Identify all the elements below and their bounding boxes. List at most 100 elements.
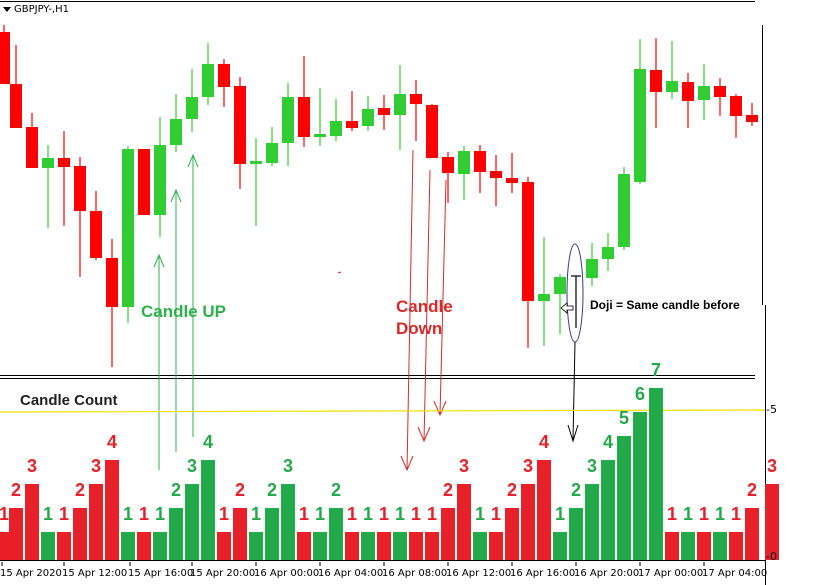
count-label: 1 — [298, 504, 310, 524]
candle-body — [538, 294, 550, 301]
count-bar — [441, 508, 455, 560]
count-label: 3 — [186, 456, 198, 476]
count-bar — [729, 532, 743, 560]
x-axis-label: 16 Apr 16:00 — [510, 568, 576, 579]
candle-body — [106, 258, 118, 307]
x-axis-label: 17 Apr 00:00 — [638, 568, 704, 579]
x-axis-label: 15 Apr 16:00 — [128, 568, 194, 579]
candle-body — [122, 149, 134, 307]
count-label: 1 — [138, 504, 150, 524]
candle-body — [458, 151, 470, 174]
up-arrow-head-icon — [187, 153, 199, 168]
candle-body — [522, 182, 534, 301]
count-bar — [425, 532, 439, 560]
count-label: 5 — [618, 408, 630, 428]
candle-body — [26, 127, 38, 168]
count-bar — [121, 532, 135, 560]
count-label: 3 — [522, 456, 534, 476]
candle-down-annotation-1: Candle — [396, 297, 453, 316]
candle-body — [410, 94, 422, 104]
count-label: 1 — [474, 504, 486, 524]
down-arrow-head-icon — [417, 426, 431, 443]
candle-body — [650, 70, 662, 92]
count-bar — [169, 508, 183, 560]
candle-body — [74, 166, 86, 211]
doji-pointer-line — [572, 341, 576, 441]
count-bar — [665, 532, 679, 560]
count-bar — [41, 532, 55, 560]
left-arrow-icon — [560, 302, 574, 314]
count-bar — [265, 508, 279, 560]
x-axis-label: 15 Apr 2020 — [0, 568, 62, 579]
candle-body — [730, 96, 742, 116]
candle-body — [234, 86, 246, 164]
count-label: 6 — [634, 384, 646, 404]
count-label: 1 — [250, 504, 262, 524]
count-label: 1 — [346, 504, 358, 524]
count-label: 3 — [458, 456, 470, 476]
count-bar — [505, 508, 519, 560]
count-bar — [217, 532, 231, 560]
count-bar — [361, 532, 375, 560]
count-label: 7 — [650, 360, 662, 380]
count-bar — [617, 436, 631, 560]
count-bar — [473, 532, 487, 560]
candle-body — [330, 121, 342, 136]
candle-body — [42, 158, 54, 168]
count-bar — [185, 484, 199, 560]
x-axis-label: 15 Apr 12:00 — [62, 568, 128, 579]
count-bar — [553, 532, 567, 560]
count-label: 2 — [442, 480, 454, 500]
count-label: 4 — [538, 432, 550, 452]
candle-body — [90, 211, 102, 258]
count-bar — [0, 532, 11, 560]
count-label: 1 — [554, 504, 566, 524]
count-label: 1 — [426, 504, 438, 524]
candle-body — [170, 119, 182, 145]
count-label: 1 — [218, 504, 230, 524]
count-label: 1 — [378, 504, 390, 524]
count-bar — [233, 508, 247, 560]
candle-body — [282, 97, 294, 143]
count-bar — [73, 508, 87, 560]
candle-body — [378, 108, 390, 115]
count-label: 3 — [586, 456, 598, 476]
count-bar — [393, 532, 407, 560]
count-bar — [9, 508, 23, 560]
count-label: 1 — [410, 504, 422, 524]
dropdown-triangle-icon[interactable] — [3, 7, 11, 12]
count-bar — [297, 532, 311, 560]
count-label: 1 — [42, 504, 54, 524]
count-bar — [281, 484, 295, 560]
candle-body — [554, 277, 566, 294]
candle-body — [442, 157, 454, 173]
doji-ellipse — [566, 243, 584, 343]
count-label: 1 — [58, 504, 70, 524]
count-label: 2 — [506, 480, 518, 500]
candle-body — [682, 82, 694, 101]
candle-body — [586, 259, 598, 278]
count-bar — [313, 532, 327, 560]
candle-body — [186, 97, 198, 119]
candle-body — [202, 64, 214, 97]
candle-body — [490, 171, 502, 178]
count-label: 2 — [74, 480, 86, 500]
count-bar — [457, 484, 471, 560]
count-label: 2 — [10, 480, 22, 500]
count-label: 1 — [666, 504, 678, 524]
count-bar — [765, 484, 779, 560]
up-arrow-head-icon — [170, 188, 182, 203]
candle-body — [250, 161, 262, 164]
level-line-5 — [0, 409, 766, 413]
indicator-tick-0: -0 — [766, 550, 777, 563]
count-bar — [345, 532, 359, 560]
count-bar — [601, 460, 615, 560]
x-axis-label: 16 Apr 20:00 — [574, 568, 640, 579]
count-label: 1 — [122, 504, 134, 524]
chart-title[interactable]: GBPJPY-,H1 — [3, 4, 69, 15]
x-axis-label: 16 Apr 00:00 — [254, 568, 320, 579]
count-label: 2 — [234, 480, 246, 500]
down-arrow-line — [423, 169, 431, 442]
count-label: 1 — [362, 504, 374, 524]
